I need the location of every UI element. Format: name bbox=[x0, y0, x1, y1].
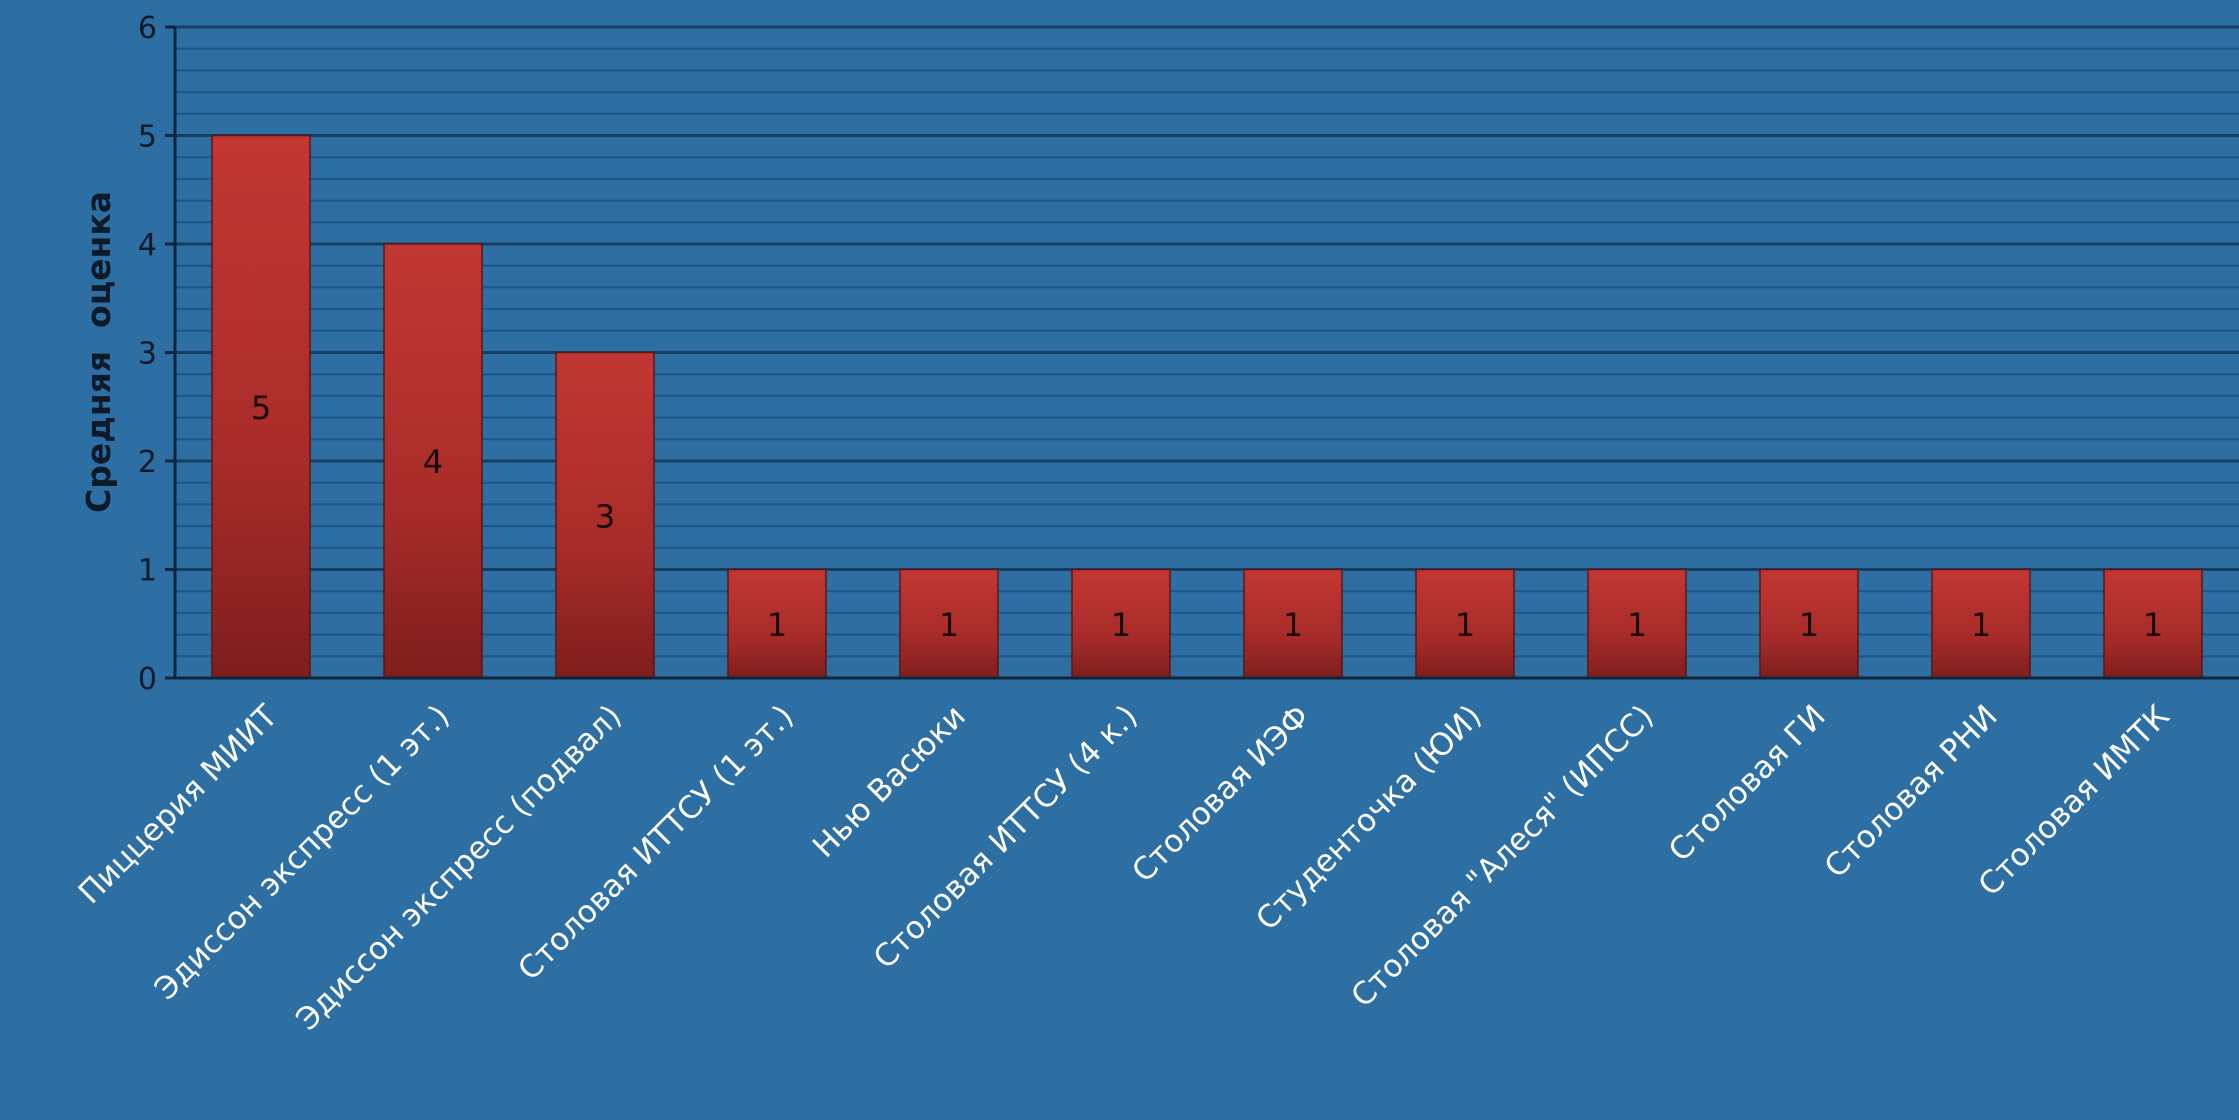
bar bbox=[899, 568, 999, 679]
bar bbox=[383, 243, 483, 679]
bar bbox=[1759, 568, 1859, 679]
data-label: 1 bbox=[767, 606, 787, 644]
bar bbox=[727, 568, 827, 679]
bar bbox=[1071, 568, 1171, 679]
y-tick-label: 6 bbox=[138, 11, 157, 46]
data-label: 5 bbox=[251, 389, 271, 427]
data-label: 1 bbox=[1455, 606, 1475, 644]
bar bbox=[1243, 568, 1343, 679]
bar bbox=[1415, 568, 1515, 679]
data-label: 1 bbox=[1971, 606, 1991, 644]
y-tick-label: 4 bbox=[138, 228, 157, 263]
data-label: 4 bbox=[423, 443, 443, 481]
data-label: 1 bbox=[1627, 606, 1647, 644]
data-label: 1 bbox=[2143, 606, 2163, 644]
data-label: 1 bbox=[1111, 606, 1131, 644]
bar bbox=[211, 134, 311, 679]
y-tick-label: 3 bbox=[138, 337, 157, 372]
y-tick-label: 1 bbox=[138, 554, 157, 589]
grid-lines bbox=[175, 25, 2239, 680]
data-label: 3 bbox=[595, 497, 615, 535]
bar bbox=[1587, 568, 1687, 679]
bars: 5 4 3 1 1 1 1 1 1 1 1 1 bbox=[211, 134, 2203, 679]
y-tick-label: 5 bbox=[138, 120, 157, 155]
bar bbox=[555, 351, 655, 679]
data-label: 1 bbox=[1283, 606, 1303, 644]
y-axis-title: Средняя оценка bbox=[79, 191, 118, 513]
y-tick-label: 0 bbox=[138, 662, 157, 697]
data-label: 1 bbox=[939, 606, 959, 644]
data-label: 1 bbox=[1799, 606, 1819, 644]
bar bbox=[1931, 568, 2031, 679]
y-tick-labels: 0 1 2 3 4 5 6 bbox=[138, 11, 175, 697]
y-tick-label: 2 bbox=[138, 445, 157, 480]
bar bbox=[2103, 568, 2203, 679]
